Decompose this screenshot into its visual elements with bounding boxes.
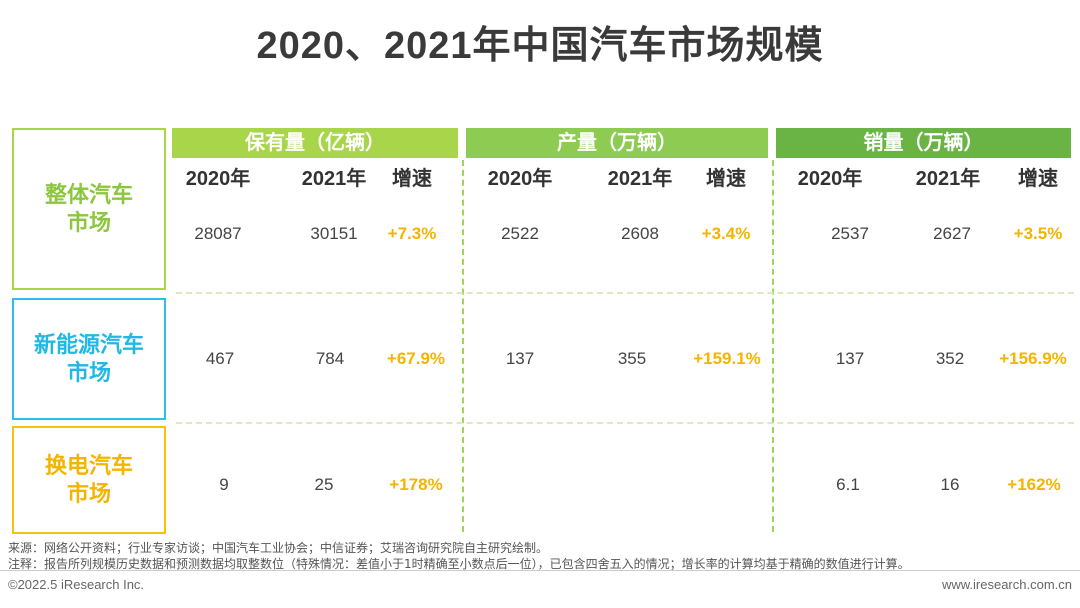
row-divider [176,422,1074,424]
col-header: 增速 [392,168,432,190]
copyright: ©2022.5 iResearch Inc. [8,577,145,592]
website-link[interactable]: www.iresearch.com.cn [941,577,1072,592]
table-cell: 137 [505,349,535,368]
growth-rate: +3.5% [1013,224,1063,243]
col-header: 2021年 [915,168,981,190]
footer-divider [0,570,1080,571]
table-cell: 2627 [933,224,971,243]
growth-rate: +7.3% [387,224,437,243]
table-cell: 25 [314,475,334,494]
table-cell: 30151 [310,224,358,243]
col-header: 2020年 [185,168,251,190]
col-header: 2021年 [301,168,367,190]
row-divider [176,292,1074,294]
column-divider [772,160,774,532]
table-cell: 137 [835,349,865,368]
table-cell: 784 [315,349,345,368]
row-label-text: 整体汽车 市场 [44,182,133,235]
table-cell: 2537 [831,224,869,243]
col-header: 增速 [706,168,746,190]
table-cell: 28087 [194,224,242,243]
page-title: 2020、2021年中国汽车市场规模 [256,25,824,67]
col-header: 2020年 [797,168,863,190]
remark-note: 注释：报告所列规模历史数据和预测数据均取整数位（特殊情况：差值小于1时精确至小数… [8,557,910,571]
table-cell: 9 [219,475,229,494]
table-cell: 2608 [621,224,659,243]
row-label-battery-swap: 换电汽车 市场 [12,426,166,534]
row-label-nev: 新能源汽车 市场 [12,298,166,420]
table-cell: 6.1 [836,475,860,494]
growth-rate: +3.4% [701,224,751,243]
growth-rate: +159.1% [693,349,761,368]
col-header: 增速 [1018,168,1058,190]
growth-rate: +162% [1007,475,1061,494]
row-label-text: 新能源汽车 市场 [33,332,144,385]
col-header: 2021年 [607,168,673,190]
row-label-overall: 整体汽车 市场 [12,128,166,290]
group-header-sales: 销量（万辆） [776,128,1071,158]
table-cell: 352 [935,349,965,368]
growth-rate: +67.9% [386,349,446,368]
source-note: 来源：网络公开资料；行业专家访谈；中国汽车工业协会；中信证券；艾瑞咨询研究院自主… [8,541,549,555]
growth-rate: +178% [389,475,443,494]
table-cell: 467 [205,349,235,368]
group-header-ownership: 保有量（亿辆） [172,128,458,158]
table-cell: 16 [940,475,960,494]
column-divider [462,160,464,532]
table-cell: 355 [617,349,647,368]
group-header-production: 产量（万辆） [466,128,768,158]
table-cell: 2522 [501,224,539,243]
row-label-text: 换电汽车 市场 [44,453,133,506]
growth-rate: +156.9% [999,349,1067,368]
col-header: 2020年 [487,168,553,190]
